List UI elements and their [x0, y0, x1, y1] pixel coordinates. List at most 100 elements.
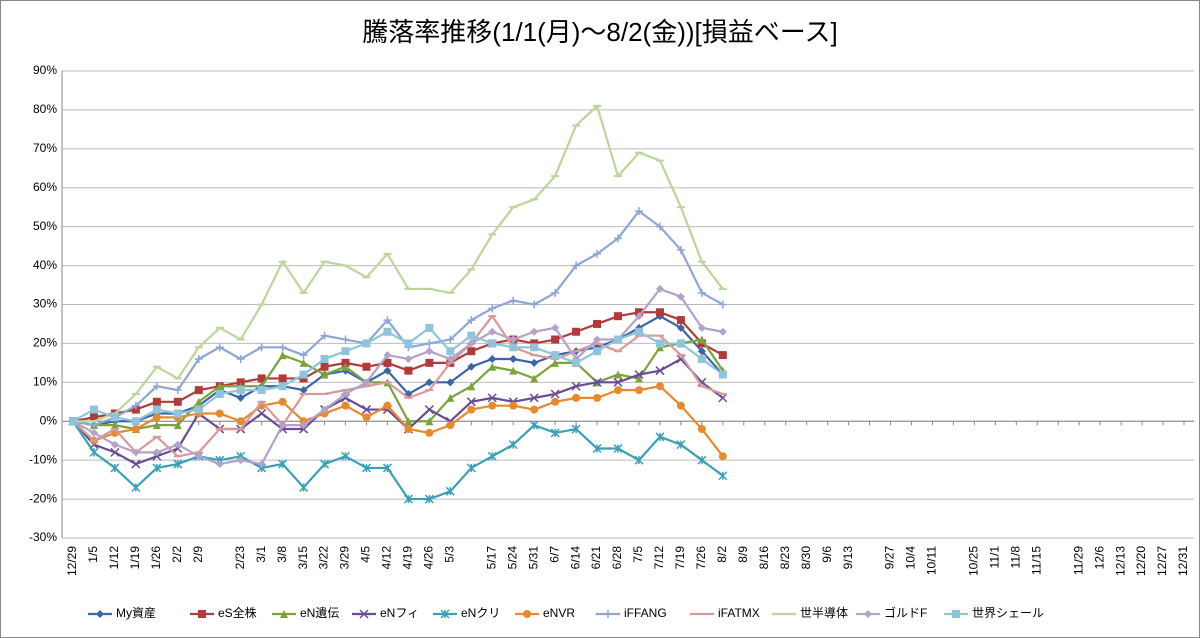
- marker: [952, 610, 960, 618]
- marker: [403, 494, 413, 504]
- x-tick-label: 4/26: [422, 546, 436, 570]
- marker: [676, 440, 686, 450]
- marker: [634, 207, 643, 216]
- marker: [488, 354, 497, 363]
- marker: [215, 390, 224, 399]
- marker: [634, 455, 644, 465]
- marker: [152, 405, 161, 414]
- marker: [215, 382, 224, 391]
- marker: [572, 393, 581, 402]
- marker: [466, 463, 476, 473]
- marker: [572, 327, 581, 336]
- marker: [299, 358, 308, 367]
- marker: [718, 471, 728, 481]
- x-tick-label: 12/27: [1155, 546, 1169, 576]
- marker: [404, 354, 413, 363]
- x-tick-label: 6/7: [547, 546, 561, 563]
- marker: [110, 447, 120, 457]
- x-tick-label: 8/30: [799, 546, 813, 570]
- series: [69, 104, 727, 423]
- marker: [718, 370, 727, 379]
- marker: [362, 339, 371, 348]
- x-tick-label: 2/9: [191, 546, 205, 563]
- marker: [194, 452, 203, 461]
- series-line: [72, 357, 724, 466]
- x-tick-label: 3/8: [275, 546, 289, 563]
- series-line: [72, 209, 724, 427]
- marker: [173, 440, 182, 449]
- marker: [383, 358, 392, 367]
- marker: [718, 327, 727, 336]
- marker: [383, 366, 392, 375]
- marker: [446, 378, 455, 387]
- marker: [194, 405, 203, 414]
- x-tick-label: 10/11: [925, 546, 939, 575]
- marker: [467, 405, 476, 414]
- series-line: [72, 420, 724, 501]
- x-tick-label: 5/31: [526, 546, 540, 570]
- marker: [194, 386, 203, 395]
- marker: [509, 354, 518, 363]
- marker: [320, 370, 329, 379]
- series-line: [73, 104, 724, 423]
- marker: [383, 316, 392, 325]
- marker: [424, 405, 434, 415]
- x-tick-label: 11/29: [1071, 546, 1085, 575]
- marker: [697, 354, 706, 363]
- marker: [257, 408, 267, 418]
- x-tick-label: 7/12: [652, 546, 666, 570]
- marker: [425, 378, 434, 387]
- legend-label: ゴルドF: [884, 605, 927, 620]
- marker: [110, 421, 119, 430]
- marker: [446, 354, 455, 363]
- y-tick-label: 20%: [33, 336, 57, 350]
- marker: [697, 377, 707, 387]
- marker: [530, 300, 539, 309]
- marker: [89, 421, 98, 430]
- marker: [697, 425, 706, 434]
- x-tick-label: 8/2: [715, 546, 729, 563]
- y-tick-label: 0%: [40, 413, 58, 427]
- marker: [523, 610, 531, 618]
- marker: [550, 389, 560, 399]
- marker: [278, 382, 287, 391]
- marker: [404, 417, 413, 426]
- marker: [530, 374, 539, 383]
- marker: [571, 424, 581, 434]
- marker: [614, 335, 623, 344]
- marker: [236, 456, 245, 465]
- marker: [614, 370, 623, 379]
- marker: [110, 440, 119, 449]
- marker: [593, 335, 602, 344]
- x-tick-label: 3/22: [317, 546, 331, 570]
- marker: [551, 288, 560, 297]
- marker: [551, 358, 560, 367]
- marker: [278, 343, 287, 352]
- x-tick-label: 3/1: [254, 546, 268, 563]
- x-tick-label: 6/14: [568, 546, 582, 570]
- marker: [425, 428, 434, 437]
- marker: [278, 421, 287, 430]
- marker: [131, 459, 141, 469]
- legend-label: 世半導体: [800, 606, 848, 620]
- marker: [530, 343, 539, 352]
- x-tick-label: 10/25: [967, 546, 981, 576]
- marker: [299, 370, 308, 379]
- marker: [509, 366, 518, 375]
- marker: [467, 339, 476, 348]
- legend-label: My資産: [116, 605, 156, 620]
- marker: [697, 288, 706, 297]
- marker: [572, 261, 581, 270]
- marker: [299, 386, 308, 395]
- marker: [488, 362, 497, 371]
- marker: [425, 347, 434, 356]
- marker: [634, 386, 643, 395]
- marker: [131, 425, 140, 434]
- x-tick-label: 2/23: [233, 546, 247, 570]
- legend-label: eNフィ: [380, 606, 419, 620]
- marker: [152, 413, 161, 422]
- marker: [89, 413, 98, 422]
- x-tick-label: 12/29: [65, 546, 79, 576]
- marker: [383, 327, 392, 336]
